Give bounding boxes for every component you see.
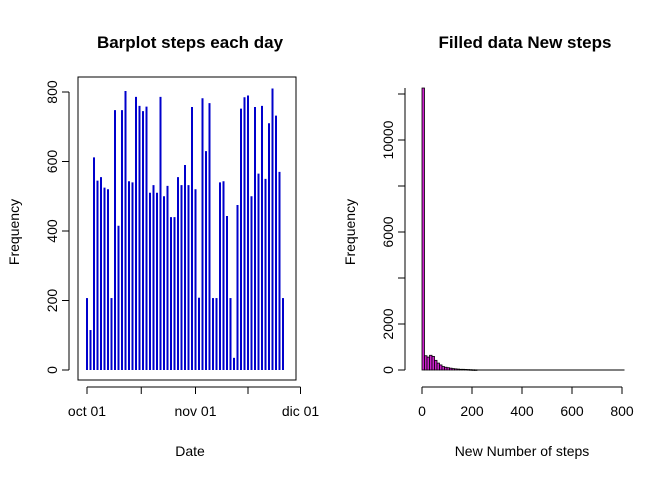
histogram-y-axis: 0 2000 6000 10000 — [380, 88, 406, 374]
barplot-y-axis: 0 200 400 600 800 — [44, 80, 70, 374]
barplot-ylabel: Frequency — [6, 199, 22, 265]
barplot-plot-box — [77, 76, 297, 381]
barplot-y-tick-label: 800 — [44, 80, 60, 104]
histogram-x-tick-label: 0 — [418, 403, 426, 419]
histogram-title: Filled data New steps — [439, 33, 612, 52]
histogram-xlabel: New Number of steps — [455, 443, 590, 459]
barplot-y-tick-label: 0 — [44, 366, 60, 374]
histogram-bar — [474, 369, 478, 371]
barplot-xlabel: Date — [175, 443, 205, 459]
histogram-chart: Filled data New steps New Number of step… — [342, 33, 634, 459]
barplot-title: Barplot steps each day — [97, 33, 284, 52]
histogram-bars — [421, 87, 625, 371]
histogram-x-axis: 0 200 400 600 800 — [418, 386, 634, 419]
barplot-y-tick-label: 600 — [44, 150, 60, 174]
barplot-bars — [86, 88, 284, 370]
barplot-x-tick-label: oct 01 — [68, 403, 106, 419]
histogram-bar — [421, 87, 425, 371]
barplot-x-tick-label: dic 01 — [282, 403, 320, 419]
histogram-ylabel: Frequency — [342, 199, 358, 265]
histogram-x-tick-label: 200 — [460, 403, 484, 419]
histogram-y-tick-label: 10000 — [380, 120, 396, 159]
histogram-x-tick-label: 800 — [610, 403, 634, 419]
barplot-x-axis: oct 01 nov 01 dic 01 — [68, 386, 320, 419]
barplot-x-tick-label: nov 01 — [174, 403, 216, 419]
histogram-y-tick-label: 0 — [380, 366, 396, 374]
histogram-y-tick-label: 6000 — [380, 216, 396, 247]
barplot-y-tick-label: 400 — [44, 219, 60, 243]
histogram-x-tick-label: 400 — [510, 403, 534, 419]
histogram-y-tick-label: 2000 — [380, 308, 396, 339]
barplot-y-tick-label: 200 — [44, 289, 60, 313]
barplot-chart: Barplot steps each day Date Frequency 0 2… — [6, 33, 319, 459]
histogram-x-tick-label: 600 — [560, 403, 584, 419]
